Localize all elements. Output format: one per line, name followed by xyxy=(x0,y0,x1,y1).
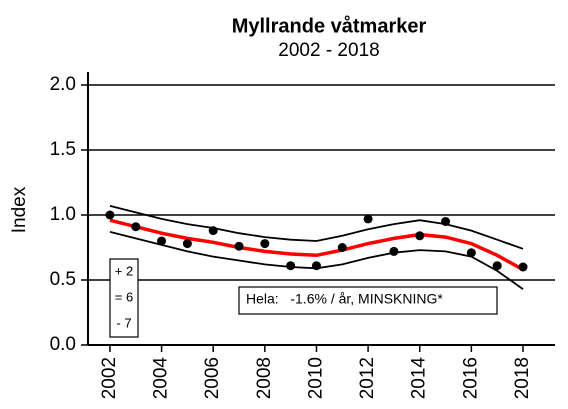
confidence-line xyxy=(109,205,524,250)
y-tick-label: 1.5 xyxy=(50,139,76,160)
x-tick-label: 2016 xyxy=(460,357,481,399)
data-point xyxy=(234,241,244,251)
x-tick-label: 2012 xyxy=(357,357,378,399)
x-tick-label: 2014 xyxy=(409,357,430,400)
annotation: Hela: -1.6% / år, MINSKNING* xyxy=(246,291,443,307)
data-point xyxy=(182,239,192,249)
data-point xyxy=(415,231,425,241)
data-point xyxy=(131,222,141,232)
data-point xyxy=(466,248,476,258)
data-point xyxy=(389,246,399,256)
x-tick-label: 2002 xyxy=(99,357,120,399)
data-point xyxy=(105,210,115,220)
data-point xyxy=(518,262,528,272)
y-tick-label: 0.5 xyxy=(50,269,76,290)
data-point xyxy=(260,239,270,249)
y-axis-label: Index xyxy=(9,186,30,233)
x-tick-label: 2004 xyxy=(151,357,172,400)
trend-line xyxy=(109,218,524,272)
chart-title: Myllrande våtmarker xyxy=(232,14,427,37)
y-tick-label: 2.0 xyxy=(50,74,76,95)
count-label: - 7 xyxy=(116,315,131,330)
data-point xyxy=(286,261,296,271)
data-point xyxy=(492,261,502,271)
data-point xyxy=(363,214,373,224)
count-label: = 6 xyxy=(115,289,133,304)
data-point xyxy=(157,236,167,246)
counts-box xyxy=(109,258,139,338)
y-tick-label: 1.0 xyxy=(50,204,76,225)
data-point xyxy=(441,217,451,226)
count-label: + 2 xyxy=(115,263,133,278)
x-tick-label: 2010 xyxy=(305,357,326,399)
data-point xyxy=(208,226,218,236)
y-tick-label: 0.0 xyxy=(50,334,76,355)
x-tick-label: 2008 xyxy=(254,357,275,399)
chart-subtitle: 2002 - 2018 xyxy=(278,40,379,61)
x-tick-label: 2006 xyxy=(202,357,223,399)
data-point xyxy=(311,261,321,271)
annotation-box xyxy=(238,286,498,315)
x-tick-label: 2018 xyxy=(512,357,533,399)
data-point xyxy=(337,243,347,252)
